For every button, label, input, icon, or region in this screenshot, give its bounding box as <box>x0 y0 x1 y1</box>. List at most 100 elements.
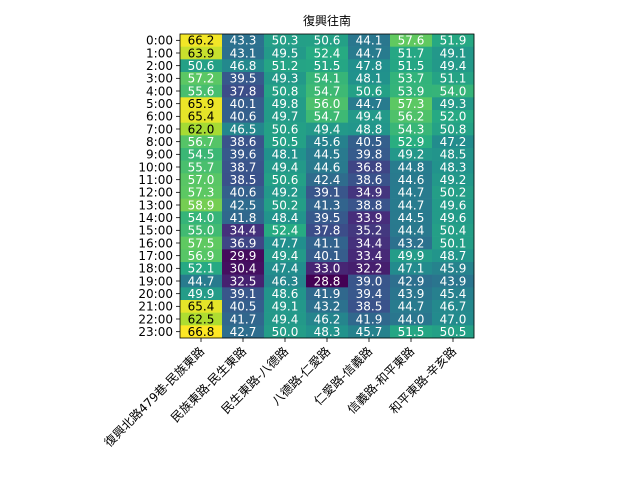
cell-value-label: 46.5 <box>230 122 257 136</box>
heatmap-cell <box>390 148 433 161</box>
y-tick-label: 3:00 <box>146 72 173 86</box>
cell-value-label: 49.4 <box>272 249 299 263</box>
cell-value-label: 45.4 <box>440 287 467 301</box>
cell-value-label: 47.2 <box>440 135 467 149</box>
heatmap-cell <box>348 135 391 149</box>
cell-value-label: 51.7 <box>398 46 425 60</box>
cell-value-label: 36.9 <box>230 236 257 250</box>
cell-value-label: 38.7 <box>230 160 257 174</box>
cell-value-label: 44.8 <box>398 160 425 174</box>
heatmap-cell <box>180 312 223 326</box>
heatmap-cell <box>180 46 223 60</box>
cell-value-label: 48.5 <box>440 148 467 162</box>
heatmap-cells <box>180 34 475 339</box>
cell-value-label: 41.9 <box>356 312 383 326</box>
heatmap-cell <box>390 122 433 136</box>
cell-value-label: 41.3 <box>314 198 341 212</box>
heatmap-cell <box>348 274 391 288</box>
cell-value-label: 50.6 <box>272 122 299 136</box>
heatmap-cell <box>180 249 223 263</box>
heatmap-cell <box>390 249 433 263</box>
cell-value-label: 50.6 <box>356 84 383 98</box>
cell-value-label: 49.1 <box>440 46 467 60</box>
y-tick-label: 6:00 <box>146 110 173 124</box>
cell-value-label: 57.6 <box>398 34 425 48</box>
cell-value-label: 54.3 <box>398 122 425 136</box>
cell-value-label: 44.7 <box>398 300 425 314</box>
cell-value-label: 48.1 <box>356 72 383 86</box>
cell-value-label: 39.5 <box>314 211 341 225</box>
heatmap-cell <box>348 34 391 47</box>
cell-value-label: 43.1 <box>230 46 257 60</box>
heatmap-cell <box>306 287 349 301</box>
heatmap-cell <box>264 287 307 301</box>
cell-value-label: 48.6 <box>272 287 299 301</box>
heatmap-cell <box>180 148 223 161</box>
heatmap-cell <box>222 224 265 237</box>
heatmap-cell <box>264 148 307 161</box>
heatmap-cell <box>264 198 307 212</box>
cell-value-label: 40.5 <box>356 135 383 149</box>
cell-value-label: 49.4 <box>314 122 341 136</box>
heatmap-cell <box>180 72 223 85</box>
heatmap-cell <box>180 110 223 123</box>
cell-value-label: 50.6 <box>314 34 341 48</box>
heatmap-cell <box>348 224 391 237</box>
heatmap-cell <box>348 84 391 98</box>
cell-value-label: 53.7 <box>398 72 425 86</box>
heatmap-cell <box>348 262 391 275</box>
cell-value-label: 50.2 <box>272 198 299 212</box>
cell-value-label: 55.0 <box>188 224 215 238</box>
cell-value-label: 49.7 <box>272 110 299 124</box>
heatmap-cell <box>348 122 391 136</box>
heatmap-cell <box>306 34 349 47</box>
heatmap-cell <box>222 72 265 85</box>
heatmap-cell <box>390 34 433 47</box>
cell-value-label: 45.9 <box>440 262 467 276</box>
cell-value-label: 49.3 <box>440 97 467 111</box>
heatmap-cell <box>180 300 223 313</box>
heatmap-cell <box>432 262 475 275</box>
heatmap-cell <box>180 173 223 187</box>
cell-value-label: 44.6 <box>314 160 341 174</box>
x-tick-label: 民族東路-民生東路 <box>168 344 250 426</box>
heatmap-cell <box>390 224 433 237</box>
heatmap-cell <box>264 300 307 313</box>
heatmap-cell <box>264 224 307 237</box>
cell-value-label: 51.5 <box>398 325 425 339</box>
heatmap-cell <box>432 312 475 326</box>
heatmap-cell <box>264 274 307 288</box>
cell-value-label: 48.7 <box>440 249 467 263</box>
cell-value-label: 50.6 <box>188 59 215 73</box>
heatmap-cell <box>348 46 391 60</box>
cell-value-label: 47.4 <box>272 262 299 276</box>
cell-value-label: 40.1 <box>230 97 257 111</box>
cell-value-label: 48.3 <box>440 160 467 174</box>
heatmap-cell <box>222 34 265 47</box>
cell-value-label: 44.7 <box>398 186 425 200</box>
cell-value-label: 66.8 <box>188 325 215 339</box>
heatmap-cell <box>348 59 391 73</box>
cell-value-label: 46.7 <box>440 300 467 314</box>
cell-value-label: 40.6 <box>230 186 257 200</box>
cell-value-label: 54.0 <box>440 84 467 98</box>
cell-value-label: 34.4 <box>356 236 383 250</box>
cell-value-label: 56.0 <box>314 97 341 111</box>
heatmap-cell <box>390 274 433 288</box>
heatmap-cell <box>432 160 475 174</box>
cell-value-label: 54.0 <box>188 211 215 225</box>
heatmap-cell <box>180 325 223 339</box>
cell-value-label: 46.2 <box>314 312 341 326</box>
y-tick-label: 15:00 <box>138 224 173 238</box>
heatmap-cell <box>222 211 265 225</box>
cell-value-label: 39.5 <box>230 72 257 86</box>
cell-value-label: 41.9 <box>314 287 341 301</box>
heatmap-cell <box>222 186 265 199</box>
cell-value-label: 51.5 <box>398 59 425 73</box>
heatmap-cell <box>432 122 475 136</box>
heatmap-cell <box>264 236 307 250</box>
heatmap-cell <box>222 262 265 275</box>
cell-value-label: 50.8 <box>440 122 467 136</box>
cell-value-label: 37.8 <box>230 84 257 98</box>
cell-value-label: 43.9 <box>398 287 425 301</box>
